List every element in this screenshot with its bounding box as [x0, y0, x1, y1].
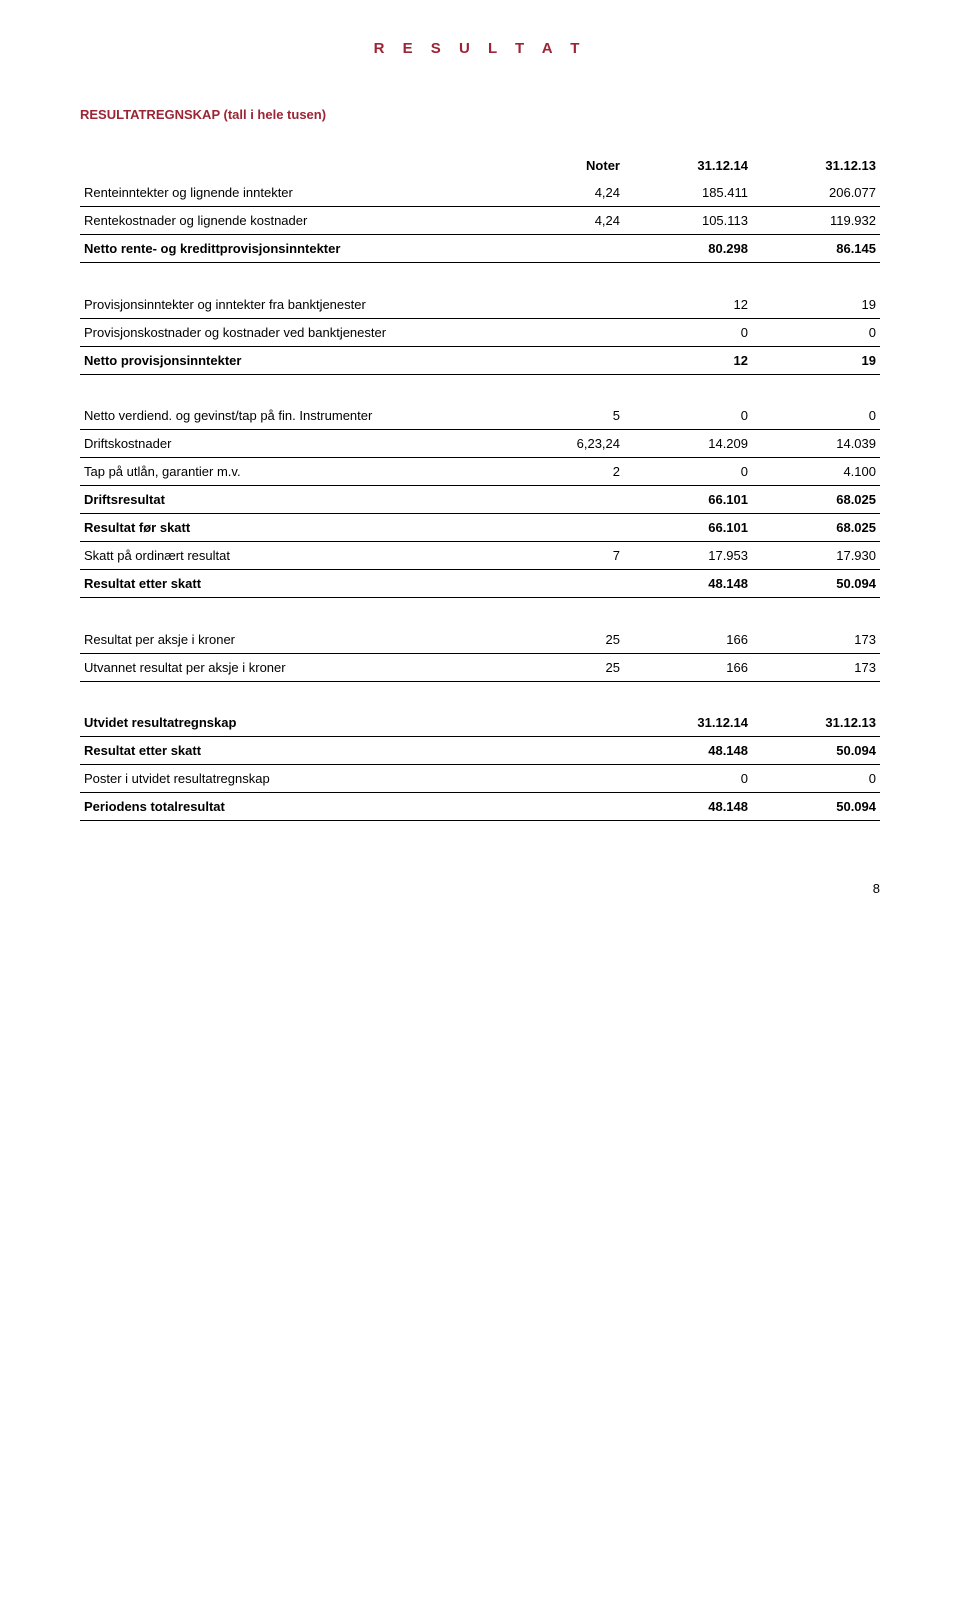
row-label: Utvannet resultat per aksje i kroner: [80, 653, 496, 681]
row-b: 17.930: [752, 542, 880, 570]
row-a: 66.101: [624, 514, 752, 542]
row-n: 6,23,24: [496, 430, 624, 458]
row-n: [496, 291, 624, 319]
row-label: Tap på utlån, garantier m.v.: [80, 458, 496, 486]
row-label: Utvidet resultatregnskap: [80, 709, 496, 737]
row-a: 48.148: [624, 570, 752, 598]
row-a: 17.953: [624, 542, 752, 570]
row-label: Netto provisjonsinntekter: [80, 346, 496, 374]
row-label: Rentekostnader og lignende kostnader: [80, 207, 496, 235]
row-label: Driftskostnader: [80, 430, 496, 458]
row-label: Driftsresultat: [80, 486, 496, 514]
row-label: Resultat etter skatt: [80, 737, 496, 765]
row-b: 19: [752, 291, 880, 319]
page-title: R E S U L T A T: [80, 40, 880, 57]
row-a: 66.101: [624, 486, 752, 514]
row-label: Resultat før skatt: [80, 514, 496, 542]
row-b: 0: [752, 765, 880, 793]
row-b: 19: [752, 346, 880, 374]
row-b: 14.039: [752, 430, 880, 458]
row-b: 206.077: [752, 179, 880, 207]
row-n: 2: [496, 458, 624, 486]
row-n: 5: [496, 402, 624, 430]
row-b: 50.094: [752, 737, 880, 765]
header-col-b: 31.12.13: [752, 152, 880, 179]
row-b: 0: [752, 318, 880, 346]
row-a: 166: [624, 626, 752, 654]
page-number: 8: [80, 881, 880, 896]
header-col-a: 31.12.14: [624, 152, 752, 179]
row-b: 86.145: [752, 235, 880, 263]
row-a: 105.113: [624, 207, 752, 235]
row-b: 119.932: [752, 207, 880, 235]
row-n: [496, 346, 624, 374]
row-b: 31.12.13: [752, 709, 880, 737]
row-label: Netto rente- og kredittprovisjonsinntekt…: [80, 235, 496, 263]
row-a: 14.209: [624, 430, 752, 458]
row-label: Provisjonsinntekter og inntekter fra ban…: [80, 291, 496, 319]
row-b: 4.100: [752, 458, 880, 486]
row-a: 166: [624, 653, 752, 681]
row-label: Provisjonskostnader og kostnader ved ban…: [80, 318, 496, 346]
row-label: Resultat etter skatt: [80, 570, 496, 598]
row-a: 12: [624, 291, 752, 319]
row-b: 50.094: [752, 570, 880, 598]
row-n: 25: [496, 653, 624, 681]
row-n: 4,24: [496, 179, 624, 207]
row-a: 0: [624, 458, 752, 486]
row-label: Renteinntekter og lignende inntekter: [80, 179, 496, 207]
income-statement-table: Noter 31.12.14 31.12.13 Renteinntekter o…: [80, 152, 880, 821]
header-empty: [80, 152, 496, 179]
row-n: 25: [496, 626, 624, 654]
row-label: Resultat per aksje i kroner: [80, 626, 496, 654]
row-n: [496, 570, 624, 598]
row-b: 173: [752, 653, 880, 681]
row-label: Skatt på ordinært resultat: [80, 542, 496, 570]
row-b: 68.025: [752, 486, 880, 514]
row-a: 48.148: [624, 737, 752, 765]
section-title: RESULTATREGNSKAP (tall i hele tusen): [80, 107, 880, 122]
row-n: [496, 709, 624, 737]
row-a: 12: [624, 346, 752, 374]
row-label: Periodens totalresultat: [80, 793, 496, 821]
row-a: 31.12.14: [624, 709, 752, 737]
row-n: [496, 235, 624, 263]
row-n: 7: [496, 542, 624, 570]
row-label: Poster i utvidet resultatregnskap: [80, 765, 496, 793]
row-label: Netto verdiend. og gevinst/tap på fin. I…: [80, 402, 496, 430]
row-n: [496, 514, 624, 542]
row-n: [496, 765, 624, 793]
row-a: 185.411: [624, 179, 752, 207]
row-b: 50.094: [752, 793, 880, 821]
row-a: 0: [624, 318, 752, 346]
row-n: [496, 793, 624, 821]
row-n: [496, 318, 624, 346]
header-noter: Noter: [496, 152, 624, 179]
row-b: 173: [752, 626, 880, 654]
row-n: [496, 737, 624, 765]
row-a: 80.298: [624, 235, 752, 263]
row-a: 48.148: [624, 793, 752, 821]
row-b: 0: [752, 402, 880, 430]
row-n: [496, 486, 624, 514]
row-a: 0: [624, 765, 752, 793]
row-n: 4,24: [496, 207, 624, 235]
row-a: 0: [624, 402, 752, 430]
row-b: 68.025: [752, 514, 880, 542]
